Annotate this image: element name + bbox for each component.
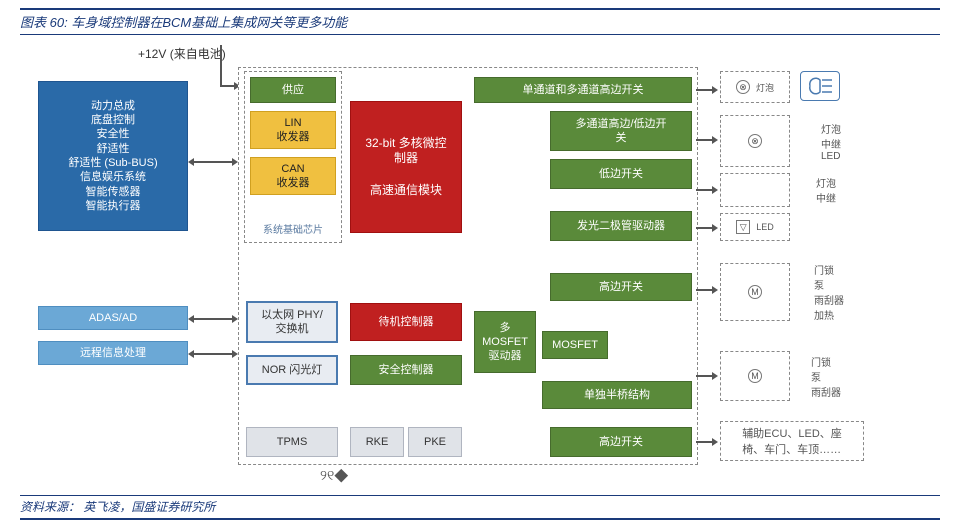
arr-out6 [696,375,716,377]
arr-out4 [696,227,716,229]
out-aux: 辅助ECU、LED、座 椅、车门、车顶…… [720,421,864,461]
mcu-block: 32-bit 多核微控 制器 高速通信模块 [350,101,462,233]
pke-block: PKE [408,427,462,457]
figure-source-row: 资料来源： 英飞凌，国盛证券研究所 [20,495,940,520]
figure-caption: 图表 60: 车身域控制器在BCM基础上集成网关等更多功能 [20,15,347,30]
antenna-icon: ୨୧◆ [320,467,348,484]
led-icon: ▽ [736,220,750,234]
adas-block: ADAS/AD [38,306,188,330]
telematics-block: 远程信息处理 [38,341,188,365]
out-led: ▽ LED [720,213,790,241]
out-lock-labels: 门锁 泵 雨刮器 [796,351,856,401]
arr-out7 [696,441,716,443]
out-bulb-label: 灯泡 [756,81,774,94]
sbc-can: CAN 收发器 [250,157,336,195]
bus-item-3: 舒适性 [97,142,130,156]
bus-item-0: 动力总成 [91,99,135,113]
highside1: 高边开关 [550,273,692,301]
bulb-icon: ⊗ [736,80,750,94]
adas-connector [190,318,236,320]
caption-text: 车身域控制器在BCM基础上集成网关等更多功能 [71,15,347,30]
source-prefix: 资料来源： [20,500,80,514]
mosfet: MOSFET [542,331,608,359]
lowside: 低边开关 [550,159,692,189]
out-bulb-relay-box [720,173,790,207]
arr-out5 [696,289,716,291]
bulb2-icon: ⊗ [748,134,762,148]
bus-item-2: 安全性 [97,127,130,141]
led-driver: 发光二极管驱动器 [550,211,692,241]
headlamp-icon [800,71,840,101]
safety-block: 安全控制器 [350,355,462,385]
bus-item-7: 智能执行器 [86,199,141,213]
multi-mosfet: 多 MOSFET 驱动器 [474,311,536,373]
sbc-lin: LIN 收发器 [250,111,336,149]
caption-prefix: 图表 60: [20,15,68,30]
bus-item-6: 智能传感器 [86,185,141,199]
telematics-connector [190,353,236,355]
bus-connector [190,161,236,163]
half-bridge: 单独半桥结构 [542,381,692,409]
diagram-area: +12V (来自电池) 动力总成 底盘控制 安全性 舒适性 舒适性 (Sub-B… [20,41,940,491]
tpms-block: TPMS [246,427,338,457]
top-switch: 单通道和多通道高边开关 [474,77,692,103]
bus-item-1: 底盘控制 [91,113,135,127]
sbc-supply: 供应 [250,77,336,103]
nor-block: NOR 闪光灯 [246,355,338,385]
figure-source: 资料来源： 英飞凌，国盛证券研究所 [20,500,215,514]
out-lock: M [720,351,790,401]
motor2-icon: M [748,369,762,383]
ethernet-block: 以太网 PHY/ 交换机 [246,301,338,343]
arr-out1 [696,89,716,91]
arr-out2 [696,139,716,141]
out-bulb-relay-labels: 灯泡 中继 [796,173,856,207]
power-label: +12V (来自电池) [138,45,226,62]
source-text: 英飞凌，国盛证券研究所 [83,500,215,514]
bus-item-5: 信息娱乐系统 [80,170,146,184]
standby-block: 待机控制器 [350,303,462,341]
mc-highlow: 多通道高边/低边开 关 [550,111,692,151]
out-bulb: ⊗ 灯泡 [720,71,790,103]
sbc-label: 系统基础芯片 [250,221,336,236]
bus-item-4: 舒适性 (Sub-BUS) [68,156,157,170]
out-lock-heat: M [720,263,790,321]
motor-icon: M [748,285,762,299]
figure-caption-row: 图表 60: 车身域控制器在BCM基础上集成网关等更多功能 [20,8,940,35]
out-bulb-relay-led-labels: 灯泡 中继 LED [796,115,866,167]
rke-block: RKE [350,427,404,457]
highside2: 高边开关 [550,427,692,457]
arr-out3 [696,189,716,191]
out-bulb-relay-led: ⊗ [720,115,790,167]
power-line-v [220,45,222,85]
out-led-label: LED [756,222,774,232]
power-line-h [220,85,238,87]
left-bus-block: 动力总成 底盘控制 安全性 舒适性 舒适性 (Sub-BUS) 信息娱乐系统 智… [38,81,188,231]
out-lock-heat-labels: 门锁 泵 雨刮器 加热 [796,263,862,321]
